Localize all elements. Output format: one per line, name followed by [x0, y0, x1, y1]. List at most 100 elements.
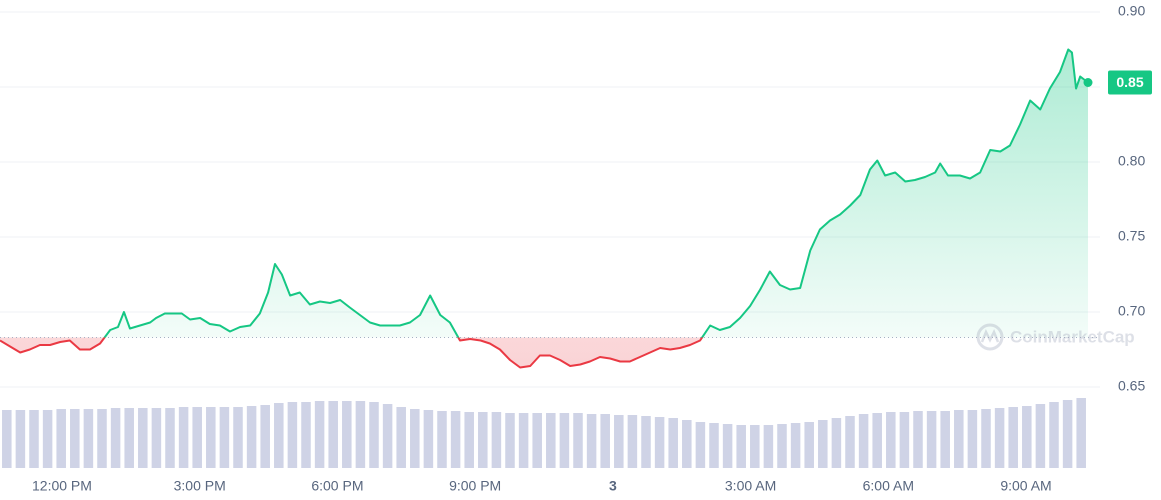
volume-bar	[178, 407, 189, 468]
volume-bar	[899, 412, 910, 468]
volume-bar	[260, 405, 270, 468]
volume-bar	[1022, 406, 1032, 468]
volume-bar	[913, 411, 923, 468]
volume-bar	[777, 424, 787, 468]
volume-bar	[641, 416, 651, 468]
volume-bar	[845, 416, 855, 468]
volume-bar	[437, 411, 447, 468]
volume-bar	[790, 423, 801, 468]
volume-bar	[314, 401, 325, 468]
x-tick-label: 3:00 AM	[725, 478, 776, 494]
volume-bar	[886, 412, 896, 468]
volume-bar	[736, 425, 746, 468]
volume-bar	[124, 408, 134, 468]
x-tick-label: 12:00 PM	[32, 478, 92, 494]
volume-bar	[450, 411, 461, 468]
volume-bar	[478, 412, 488, 468]
y-tick-label: 0.70	[1118, 303, 1145, 319]
y-tick-label: 0.65	[1118, 378, 1145, 394]
volume-bar	[709, 423, 719, 468]
volume-bar	[83, 409, 94, 468]
volume-bar	[287, 402, 298, 468]
volume-bar	[831, 418, 842, 468]
volume-bar	[464, 412, 474, 468]
volume-bar	[872, 413, 882, 468]
area-down	[0, 337, 1088, 368]
volume-bar	[15, 410, 26, 468]
x-tick-label: 9:00 AM	[1000, 478, 1051, 494]
volume-bar	[165, 408, 175, 468]
volume-bar	[940, 411, 950, 468]
volume-bar	[981, 409, 991, 468]
volume-bar	[627, 415, 638, 468]
volume-bar	[586, 414, 597, 468]
volume-bar	[42, 410, 53, 468]
volume-bar	[573, 413, 583, 468]
price-tag	[1108, 70, 1152, 95]
volume-bar	[1076, 398, 1086, 468]
volume-bar	[600, 414, 610, 468]
volume-bar	[97, 409, 107, 468]
y-tick-label: 0.80	[1118, 153, 1145, 169]
last-point	[1083, 78, 1093, 87]
volume-bar	[423, 410, 434, 468]
volume-bar	[750, 425, 760, 468]
volume-bar	[682, 420, 692, 468]
volume-bar	[2, 410, 12, 468]
x-tick-label: 3	[609, 478, 617, 494]
volume-bar	[804, 422, 814, 468]
volume-bar	[1008, 407, 1018, 468]
volume-bar	[518, 413, 529, 468]
volume-bar	[206, 407, 216, 468]
volume-bar	[994, 408, 1005, 468]
watermark: CoinMarketCap	[976, 323, 1135, 351]
volume-bar	[967, 410, 978, 468]
volume-bar	[70, 409, 80, 468]
volume-bar	[1062, 400, 1073, 468]
volume-bar	[763, 425, 774, 468]
watermark-text: CoinMarketCap	[1010, 327, 1135, 346]
price-line-down	[0, 337, 704, 369]
volume-bar	[926, 411, 937, 468]
x-tick-label: 6:00 AM	[863, 478, 914, 494]
volume-bar	[274, 403, 284, 468]
volume-bar	[546, 413, 556, 468]
volume-bar	[219, 407, 230, 468]
volume-bar	[382, 404, 393, 468]
x-tick-label: 9:00 PM	[449, 478, 501, 494]
volume-bar	[192, 407, 202, 468]
area-up	[0, 49, 1088, 338]
volume-bar	[818, 420, 828, 468]
volume-bar	[532, 413, 542, 468]
volume-bar	[29, 410, 39, 468]
volume-bar	[559, 413, 570, 468]
volume-bar	[233, 407, 243, 468]
volume-bar	[396, 407, 406, 468]
volume-bar	[151, 408, 162, 468]
volume-bar	[328, 401, 338, 468]
y-tick-label: 0.75	[1118, 228, 1145, 244]
y-tick-label: 0.90	[1118, 3, 1145, 19]
x-tick-label: 6:00 PM	[311, 478, 363, 494]
volume-bar	[695, 422, 706, 468]
volume-bar	[505, 413, 515, 468]
volume-bar	[954, 410, 964, 468]
volume-bar	[668, 418, 678, 468]
volume-bar	[1049, 402, 1059, 468]
volume-bar	[1035, 404, 1046, 468]
volume-bar	[654, 417, 665, 468]
volume-bar	[491, 412, 502, 468]
volume-bar	[410, 409, 420, 468]
volume-bar	[355, 401, 366, 468]
volume-bar	[301, 402, 311, 468]
price-line-up	[103, 48, 1089, 338]
volume-bar	[56, 409, 66, 468]
x-tick-label: 3:00 PM	[174, 478, 226, 494]
price-tag-label: 0.85	[1116, 74, 1143, 90]
volume-bar	[246, 406, 257, 468]
volume-bar	[369, 402, 379, 468]
volume-bar	[614, 415, 624, 468]
volume-bar	[858, 414, 869, 468]
volume-bar	[110, 408, 121, 468]
